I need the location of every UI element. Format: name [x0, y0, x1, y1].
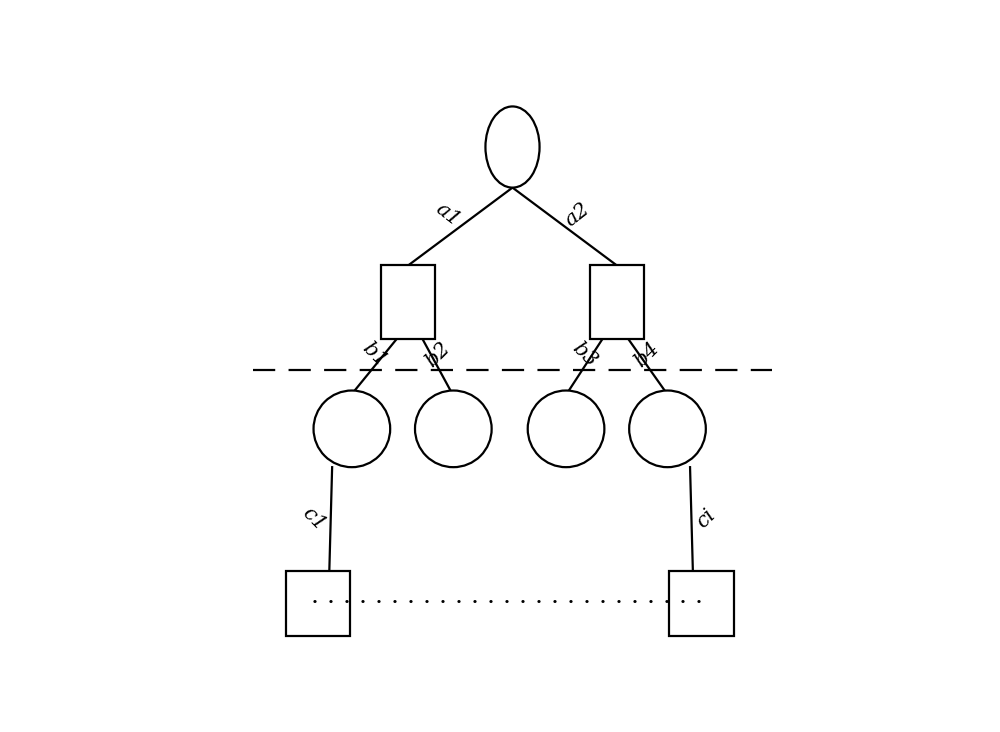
Text: b4: b4	[631, 338, 663, 370]
Ellipse shape	[485, 106, 540, 187]
Bar	[590, 266, 644, 339]
Circle shape	[629, 390, 706, 467]
Bar	[669, 571, 734, 636]
Text: a2: a2	[561, 199, 593, 230]
Text: ci: ci	[693, 506, 719, 532]
Text: b2: b2	[422, 338, 454, 370]
Bar	[381, 266, 435, 339]
Text: a1: a1	[432, 199, 464, 230]
Circle shape	[415, 390, 492, 467]
Circle shape	[528, 390, 604, 467]
Text: b1: b1	[358, 338, 391, 370]
Circle shape	[314, 390, 390, 467]
Text: c1: c1	[299, 504, 330, 534]
Text: · · · · · · · · · · · · · · · · · · · · · · · · ·: · · · · · · · · · · · · · · · · · · · · …	[311, 592, 703, 615]
Bar	[286, 571, 350, 636]
Text: b3: b3	[569, 338, 601, 370]
